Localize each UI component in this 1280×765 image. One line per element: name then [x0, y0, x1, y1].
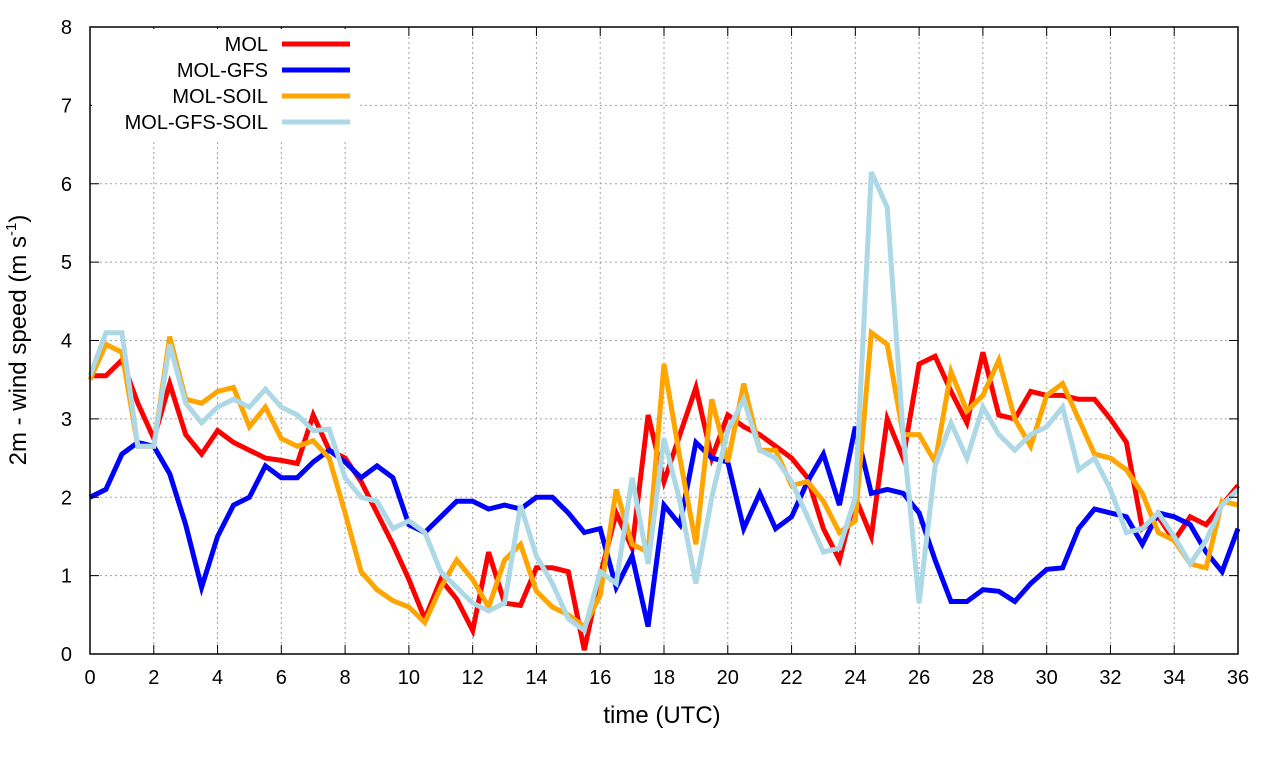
y-tick-label: 1 — [61, 566, 72, 588]
legend-label: MOL — [225, 34, 268, 56]
y-tick-label: 6 — [61, 174, 72, 196]
legend-label: MOL-GFS — [177, 60, 268, 82]
y-tick-label: 8 — [61, 17, 72, 39]
x-tick-label: 14 — [525, 667, 547, 689]
y-tick-label: 5 — [61, 252, 72, 274]
series-line-mol-gfs-soil — [87, 170, 1240, 635]
legend-label: MOL-SOIL — [172, 86, 268, 108]
x-tick-label: 18 — [653, 667, 675, 689]
x-tick-label: 6 — [276, 667, 287, 689]
y-axis-label-end: ) — [5, 215, 32, 223]
x-tick-label: 34 — [1163, 667, 1185, 689]
x-tick-label: 8 — [340, 667, 351, 689]
x-axis-label: time (UTC) — [603, 702, 720, 729]
legend: MOL MOL-GFS MOL-SOIL MOL-GFS-SOIL — [92, 29, 357, 139]
series-lines — [87, 170, 1241, 651]
x-tick-label: 4 — [212, 667, 223, 689]
y-tick-label: 4 — [61, 331, 72, 353]
x-tick-label: 28 — [972, 667, 994, 689]
y-tick-label: 3 — [61, 409, 72, 431]
x-tick-label: 30 — [1036, 667, 1058, 689]
axis-ticks: 0 2 4 6 8 10 12 14 16 18 20 22 24 26 28 30 32 34 360123456… — [61, 17, 1249, 689]
y-axis-label: 2m - wind speed (m s-1) — [3, 215, 32, 466]
series-line-mol-soil — [87, 328, 1239, 631]
x-tick-label: 26 — [908, 667, 930, 689]
y-tick-label: 2 — [61, 487, 72, 509]
legend-label: MOL-GFS-SOIL — [125, 112, 268, 134]
x-tick-label: 32 — [1099, 667, 1121, 689]
series-line-mol-gfs — [88, 426, 1241, 628]
x-tick-label: 0 — [84, 667, 95, 689]
y-tick-label: 7 — [61, 95, 72, 117]
y-tick-label: 0 — [61, 644, 72, 666]
x-tick-label: 36 — [1227, 667, 1249, 689]
x-tick-label: 10 — [398, 667, 420, 689]
x-tick-label: 2 — [148, 667, 159, 689]
x-tick-label: 12 — [462, 667, 484, 689]
y-axis-label-main: 2m - wind speed (m s — [5, 236, 32, 465]
x-tick-label: 20 — [717, 667, 739, 689]
x-tick-label: 16 — [589, 667, 611, 689]
x-tick-label: 22 — [780, 667, 802, 689]
y-axis-label-sup: -1 — [3, 223, 20, 236]
x-tick-label: 24 — [844, 667, 866, 689]
